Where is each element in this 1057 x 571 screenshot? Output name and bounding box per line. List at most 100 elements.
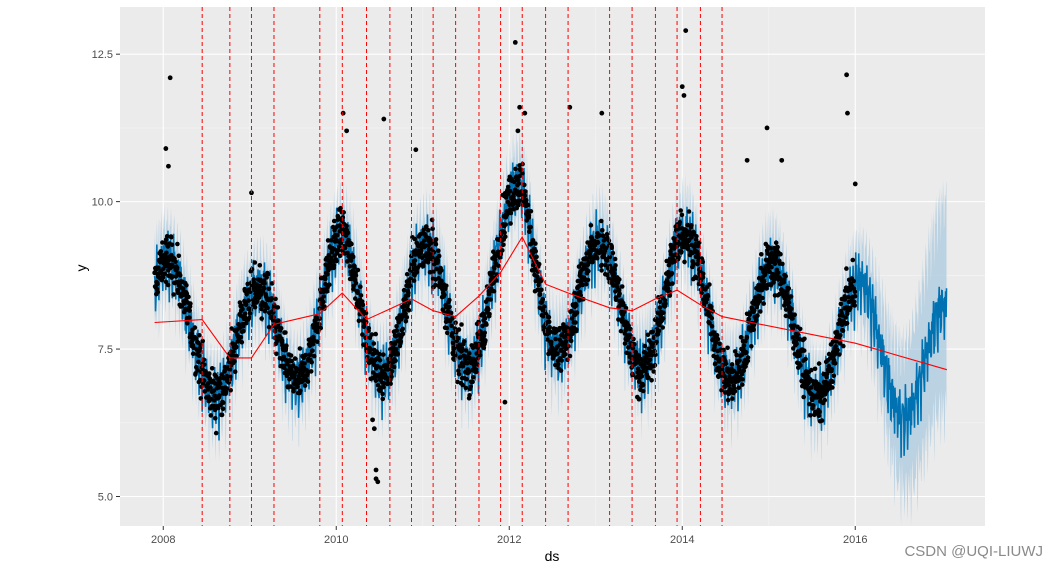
data-point	[693, 237, 699, 242]
data-point	[697, 266, 703, 272]
data-point	[262, 281, 267, 286]
data-point	[484, 322, 489, 327]
data-point	[252, 304, 258, 310]
data-point	[536, 261, 542, 267]
data-point	[522, 193, 528, 198]
data-point	[568, 338, 574, 344]
data-point	[177, 273, 183, 278]
data-point	[272, 303, 277, 308]
data-point	[744, 334, 750, 340]
data-point	[322, 276, 328, 282]
data-point	[609, 245, 614, 251]
data-point	[650, 329, 655, 335]
data-point	[444, 283, 449, 289]
data-point	[257, 263, 263, 268]
data-point	[381, 352, 386, 357]
data-point	[513, 166, 518, 172]
data-point	[528, 224, 533, 230]
data-point	[395, 352, 401, 357]
data-point	[240, 306, 245, 312]
data-point	[723, 361, 729, 367]
data-point	[837, 352, 842, 357]
data-point	[613, 263, 618, 268]
data-point	[335, 232, 340, 238]
data-point	[630, 372, 635, 378]
data-point	[843, 315, 848, 320]
data-point	[358, 284, 363, 290]
data-point	[158, 249, 164, 254]
data-point	[761, 282, 767, 288]
data-point	[597, 233, 602, 238]
data-point	[394, 346, 399, 352]
data-point	[442, 292, 447, 298]
data-point	[586, 268, 591, 274]
data-point	[331, 263, 337, 268]
data-point	[746, 316, 751, 322]
data-point	[421, 227, 427, 233]
data-point	[508, 221, 513, 226]
data-point	[685, 222, 690, 228]
data-point	[155, 289, 160, 295]
data-point	[528, 209, 534, 214]
data-point	[786, 286, 792, 291]
data-point	[456, 327, 462, 332]
data-point	[431, 269, 436, 275]
data-point	[711, 330, 717, 335]
data-point	[169, 242, 175, 248]
data-point	[736, 385, 742, 391]
data-point	[525, 202, 531, 208]
data-point	[738, 335, 744, 340]
data-point	[801, 394, 806, 400]
data-point	[808, 413, 813, 418]
data-point	[719, 367, 725, 372]
data-point	[292, 356, 298, 361]
data-point	[533, 241, 538, 246]
data-point	[287, 377, 292, 382]
data-point	[610, 250, 616, 256]
data-point	[170, 264, 176, 269]
data-point	[726, 382, 732, 388]
data-point	[436, 248, 441, 253]
data-point	[580, 282, 585, 288]
x-tick-label: 2014	[670, 534, 694, 546]
data-point	[220, 406, 226, 412]
data-point	[705, 293, 711, 299]
data-point	[365, 354, 370, 360]
data-point	[254, 299, 260, 304]
data-point	[835, 347, 840, 353]
data-point	[641, 388, 646, 394]
data-point	[170, 274, 175, 279]
data-point	[841, 343, 846, 349]
data-point	[242, 311, 248, 317]
data-point	[456, 371, 462, 377]
outlier-point	[373, 467, 379, 473]
data-point	[642, 343, 648, 349]
data-point	[626, 323, 631, 328]
data-point	[403, 319, 409, 324]
data-point	[600, 228, 605, 233]
data-point	[404, 315, 410, 320]
data-point	[439, 278, 444, 284]
data-point	[612, 267, 617, 272]
data-point	[621, 309, 627, 315]
data-point	[771, 245, 777, 251]
data-point	[241, 328, 246, 334]
data-point	[555, 351, 560, 356]
y-tick-label: 10.0	[92, 197, 113, 209]
data-point	[234, 353, 239, 359]
data-point	[265, 271, 271, 277]
data-point	[321, 299, 326, 305]
data-point	[463, 348, 469, 353]
data-point	[583, 281, 589, 287]
data-point	[377, 358, 383, 363]
data-point	[817, 409, 822, 415]
data-point	[327, 282, 332, 288]
data-point	[433, 282, 438, 288]
data-point	[371, 341, 377, 346]
data-point	[238, 334, 244, 340]
data-point	[412, 258, 418, 263]
data-point	[352, 265, 357, 270]
data-point	[189, 331, 195, 336]
outlier-point	[167, 75, 173, 81]
data-point	[466, 370, 472, 375]
